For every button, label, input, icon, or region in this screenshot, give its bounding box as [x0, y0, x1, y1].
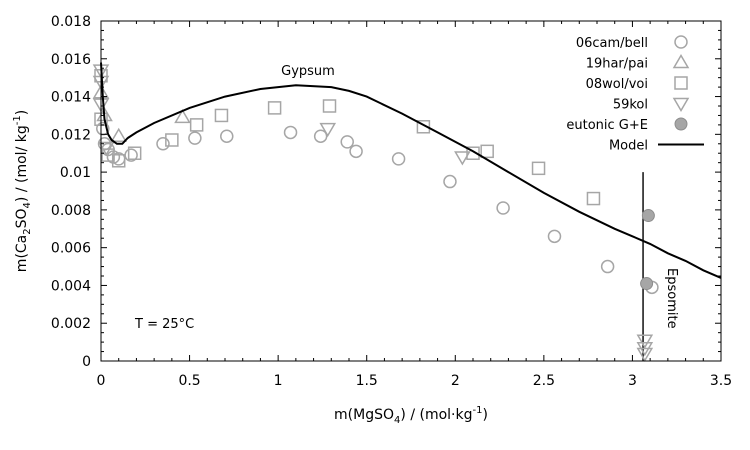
plot-frame: [100, 20, 722, 362]
legend-label-19har-pai: 19har/pai: [586, 57, 648, 72]
data-point-08wol-voi: [165, 133, 179, 147]
data-point-06cam-bell: [340, 135, 354, 149]
data-point-06cam-bell: [547, 229, 562, 244]
x-tick-label: 0.5: [178, 373, 200, 389]
data-point-08wol-voi: [127, 146, 142, 160]
y-tick-label: 0.004: [51, 278, 91, 294]
x-axis-title: m(MgSO4) / (mol·kg-1): [334, 405, 488, 426]
legend-label-eutonic-g-e: eutonic G+E: [566, 118, 648, 133]
data-point-59kol: [636, 347, 654, 362]
y-tick-label: 0.014: [51, 90, 91, 106]
data-point-08wol-voi: [586, 191, 601, 206]
x-tick-label: 1.5: [356, 373, 378, 389]
data-point-06cam-bell: [496, 201, 510, 215]
data-point-59kol: [98, 141, 115, 157]
axes-layer: 0 0.5 1 1.5 2 2.5 3 3.5 0 0.002 0.004 0.006 0.008 0.0…: [51, 14, 732, 389]
data-point-06cam-bell: [391, 152, 406, 166]
data-point-59kol: [636, 334, 654, 349]
legend: 06cam/bell 19har/pai 08wol/voi 59kol eutonic…: [566, 35, 704, 154]
x-tick-label: 3.5: [710, 373, 732, 389]
data-point-06cam-bell: [313, 129, 328, 143]
data-point-08wol-voi: [416, 120, 431, 134]
data-point-08wol-voi: [111, 154, 126, 168]
data-point-06cam-bell: [349, 144, 363, 159]
y-axis-title: m(Ca2SO4) / (mol/ kg-1): [12, 110, 33, 272]
y-tick-label: 0: [82, 354, 91, 370]
legend-label-08wol-voi: 08wol/voi: [586, 77, 648, 92]
legend-swatch-59kol: [672, 97, 690, 112]
data-point-19har-pai: [174, 108, 191, 124]
legend-label-model: Model: [609, 139, 648, 154]
plot-layer: [92, 62, 722, 362]
x-tick-label: 1: [274, 373, 283, 389]
y-tick-label: 0.008: [51, 203, 91, 219]
temperature-label: T = 25°C: [134, 317, 194, 332]
x-tick-label: 0: [97, 373, 106, 389]
data-point-08wol-voi: [267, 101, 282, 115]
y-tick-label: 0.006: [51, 241, 91, 257]
data-point-08wol-voi: [189, 118, 204, 132]
data-point-06cam-bell: [443, 174, 457, 189]
gypsum-label: Gypsum: [281, 64, 335, 79]
data-point-08wol-voi: [531, 161, 546, 176]
y-tick-label: 0.016: [51, 52, 91, 68]
legend-label-06cam-bell: 06cam/bell: [576, 36, 648, 51]
series-line-model: [100, 62, 722, 279]
data-point-eutonic-g-e: [641, 209, 655, 223]
data-point-eutonic-g-e: [640, 277, 654, 291]
data-point-08wol-voi: [322, 99, 337, 113]
epsomite-label: Epsomite: [664, 268, 679, 329]
data-point-06cam-bell: [600, 259, 615, 274]
data-point-08wol-voi: [466, 146, 480, 160]
data-point-19har-pai: [110, 127, 128, 142]
y-tick-label: 0.012: [51, 127, 91, 143]
y-tick-label: 0.018: [51, 14, 91, 30]
data-point-06cam-bell: [156, 137, 170, 151]
data-point-08wol-voi: [480, 144, 494, 159]
legend-label-59kol: 59kol: [613, 98, 648, 113]
legend-swatch-19har-pai: [672, 54, 690, 69]
data-point-59kol: [319, 122, 337, 138]
legend-swatch-06cam-bell: [674, 35, 688, 49]
data-point-08wol-voi: [214, 108, 229, 123]
legend-swatch-08wol-voi: [674, 76, 688, 90]
x-tick-label: 2.5: [533, 373, 555, 389]
data-point-59kol: [454, 151, 471, 166]
y-tick-label: 0.01: [60, 165, 91, 181]
legend-swatch-eutonic-g-e: [674, 117, 688, 131]
data-point-06cam-bell: [283, 125, 298, 140]
data-point-06cam-bell: [188, 131, 202, 145]
x-tick-label: 3: [628, 373, 637, 389]
x-tick-label: 2: [451, 373, 460, 389]
data-point-06cam-bell: [220, 129, 234, 143]
y-tick-label: 0.002: [51, 316, 91, 332]
